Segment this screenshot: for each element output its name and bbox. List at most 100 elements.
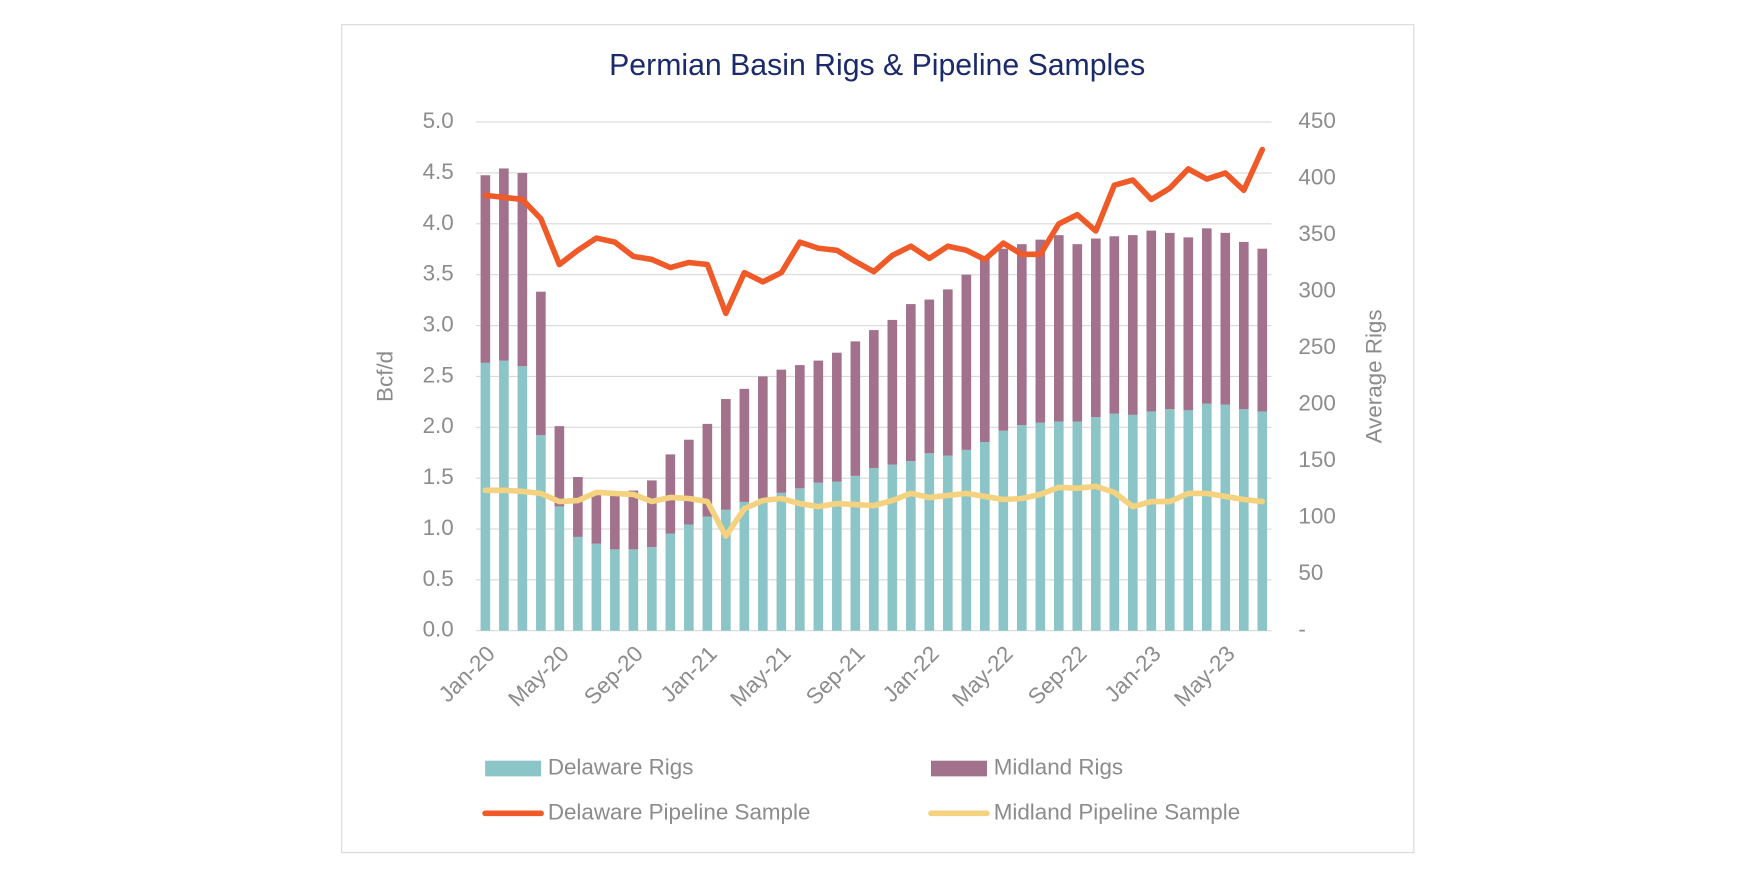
bar: [1164, 232, 1175, 410]
y-tick-label: 1.5: [423, 464, 454, 489]
bar: [1035, 239, 1046, 423]
bar: [1220, 404, 1231, 631]
bar: [924, 299, 935, 454]
legend-label: Delaware Rigs: [548, 754, 694, 779]
bar: [1091, 238, 1101, 418]
bar: [1054, 421, 1064, 631]
bar: [1109, 413, 1120, 631]
bar: [906, 461, 916, 631]
bar: [665, 533, 676, 631]
bar: [887, 464, 898, 631]
bar: [850, 475, 861, 631]
bar: [1257, 411, 1268, 631]
y2-tick-label: 50: [1298, 560, 1323, 585]
bar: [795, 488, 805, 631]
bar: [943, 455, 953, 631]
bar: [647, 547, 657, 631]
bar: [832, 352, 842, 482]
bar: [758, 376, 768, 499]
bar: [573, 536, 583, 631]
bar: [980, 257, 990, 442]
bar: [499, 168, 509, 361]
bar: [721, 399, 731, 510]
legend-swatch: [930, 760, 987, 777]
bar: [1109, 236, 1120, 414]
y2-tick-label: 200: [1298, 391, 1335, 416]
bar: [739, 501, 750, 631]
bar: [832, 481, 842, 631]
bar: [924, 453, 935, 631]
legend-label: Midland Pipeline Sample: [994, 799, 1240, 824]
bar: [554, 506, 565, 631]
bar: [739, 388, 750, 502]
bar: [573, 477, 583, 537]
bar: [517, 172, 528, 367]
y-tick-label: 5.0: [423, 108, 454, 133]
bar: [776, 492, 787, 631]
bar: [1054, 235, 1064, 422]
bar: [758, 498, 768, 631]
bar: [813, 360, 824, 483]
bar: [1017, 425, 1027, 631]
bar: [480, 175, 491, 363]
bar: [647, 480, 657, 548]
bar: [961, 274, 972, 450]
bar: [813, 482, 824, 631]
bar: [1017, 244, 1027, 426]
y2-tick-label: 350: [1298, 221, 1335, 246]
bar: [1238, 241, 1249, 410]
y2-tick-label: -: [1298, 617, 1305, 642]
y-tick-label: 4.5: [423, 159, 454, 184]
bar: [554, 426, 565, 507]
line: [482, 146, 1266, 317]
y-tick-label: 0.0: [423, 617, 454, 642]
bar: [1238, 409, 1249, 631]
bar: [906, 304, 916, 462]
bar: [702, 423, 713, 517]
bar: [628, 549, 639, 631]
bar: [610, 549, 620, 631]
bar: [536, 291, 546, 436]
y-tick-label: 3.0: [423, 311, 454, 336]
y2-tick-label: 300: [1298, 278, 1335, 303]
bar: [998, 430, 1009, 631]
bar: [1035, 422, 1046, 631]
bar: [591, 491, 602, 544]
bar: [1146, 230, 1157, 412]
line: [482, 483, 1266, 539]
legend-swatch: [485, 760, 542, 777]
bar: [610, 492, 620, 550]
bar: [869, 330, 879, 468]
bar: [702, 516, 713, 631]
bar: [684, 524, 694, 631]
y2-tick-label: 100: [1298, 504, 1335, 529]
bar: [1146, 411, 1157, 631]
bar: [1127, 414, 1138, 631]
bar: [1164, 409, 1175, 631]
bar: [591, 543, 602, 631]
y-tick-label: 4.0: [423, 210, 454, 235]
chart-body: Permian Basin Rigs & Pipeline Samples Bc…: [341, 24, 1415, 854]
bar: [628, 490, 639, 550]
bar: [1201, 228, 1212, 404]
bar: [665, 454, 676, 534]
y-tick-label: 2.5: [423, 362, 454, 387]
chart-title: Permian Basin Rigs & Pipeline Samples: [609, 49, 1145, 82]
y-axis-title: Bcf/d: [372, 351, 397, 402]
y2-tick-label: 400: [1298, 165, 1335, 190]
bar: [517, 366, 528, 631]
bar: [1072, 421, 1083, 631]
bar: [536, 435, 546, 631]
bar: [499, 360, 509, 631]
bar: [1257, 248, 1268, 412]
bar: [721, 509, 731, 631]
bar: [1183, 237, 1194, 411]
bar: [1183, 410, 1194, 631]
bar: [684, 439, 694, 525]
bar: [980, 441, 990, 631]
bar: [480, 362, 491, 631]
y-tick-label: 3.5: [423, 261, 454, 286]
y2-axis-title: Average Rigs: [1362, 309, 1387, 443]
bar: [1072, 244, 1083, 422]
